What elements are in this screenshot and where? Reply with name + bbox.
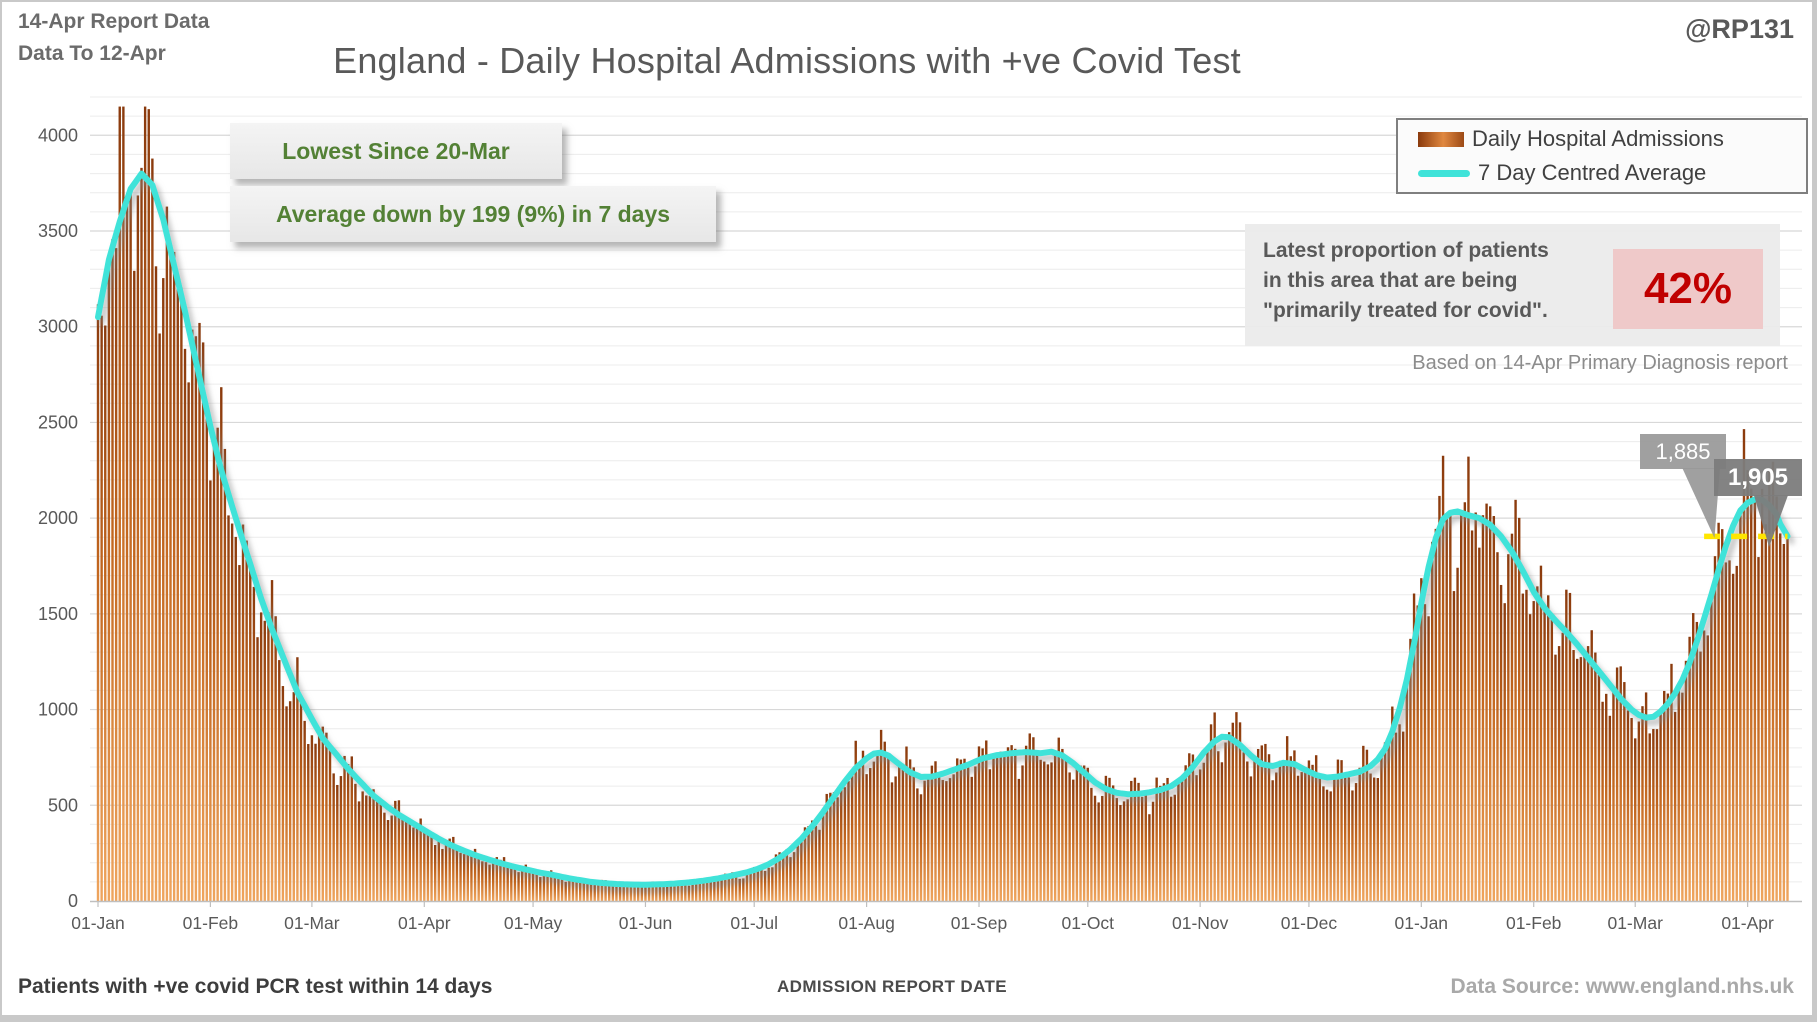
callout-1885: 1,885 — [1640, 434, 1726, 469]
data-source: Data Source: www.england.nhs.uk — [1450, 975, 1794, 998]
svg-text:01-Apr: 01-Apr — [398, 913, 451, 933]
y-axis-labels: 0 500 1000 1500 2000 2500 3000 3500 4000 — [38, 125, 78, 911]
line-series-swatch-icon — [1418, 169, 1470, 177]
svg-text:1500: 1500 — [38, 604, 78, 624]
svg-text:01-May: 01-May — [504, 913, 563, 933]
report-data-line1: 14-Apr Report Data — [18, 10, 210, 33]
average-change-annotation: Average down by 199 (9%) in 7 days — [230, 186, 716, 242]
svg-text:01-Jan: 01-Jan — [1395, 913, 1449, 933]
report-data-line2: Data To 12-Apr — [18, 42, 166, 65]
based-on-note: Based on 14-Apr Primary Diagnosis report — [1412, 352, 1788, 374]
chart-title: England - Daily Hospital Admissions with… — [333, 40, 1241, 81]
legend-row-admissions: Daily Hospital Admissions — [1418, 126, 1806, 152]
proportion-line3: "primarily treated for covid". — [1263, 299, 1548, 322]
x-axis-labels: 01-Jan 01-Feb 01-Mar 01-Apr 01-May 01-Jun 01-J… — [71, 913, 1774, 933]
svg-text:0: 0 — [68, 891, 78, 911]
x-axis-ticks — [97, 901, 1749, 907]
svg-text:500: 500 — [48, 795, 78, 815]
seven-day-average-line — [95, 170, 1791, 888]
proportion-line2: in this area that are being — [1263, 269, 1518, 292]
bar-series-swatch-icon — [1418, 131, 1464, 147]
svg-text:01-Mar: 01-Mar — [1607, 913, 1663, 933]
svg-text:01-Feb: 01-Feb — [1506, 913, 1561, 933]
svg-text:01-Jun: 01-Jun — [619, 913, 673, 933]
svg-text:01-Sep: 01-Sep — [951, 913, 1007, 933]
legend-row-average: 7 Day Centred Average — [1418, 160, 1806, 186]
svg-text:01-Mar: 01-Mar — [284, 913, 340, 933]
svg-text:2000: 2000 — [38, 508, 78, 528]
svg-text:4000: 4000 — [38, 125, 78, 145]
svg-text:01-Aug: 01-Aug — [838, 913, 894, 933]
proportion-line1: Latest proportion of patients — [1263, 239, 1549, 262]
proportion-value-badge: 42% — [1613, 249, 1763, 329]
footer-note: Patients with +ve covid PCR test within … — [18, 975, 493, 998]
svg-text:3000: 3000 — [38, 317, 78, 337]
svg-text:01-Oct: 01-Oct — [1062, 913, 1115, 933]
proportion-text: Latest proportion of patients in this ar… — [1263, 236, 1549, 326]
legend-label-average: 7 Day Centred Average — [1478, 160, 1707, 185]
x-axis-title: ADMISSION REPORT DATE — [776, 977, 1008, 996]
legend-label-admissions: Daily Hospital Admissions — [1472, 126, 1724, 151]
author-handle: @RP131 — [1685, 14, 1794, 44]
svg-text:01-Jan: 01-Jan — [71, 913, 125, 933]
svg-text:1000: 1000 — [38, 700, 78, 720]
svg-text:01-Apr: 01-Apr — [1721, 913, 1774, 933]
svg-text:01-Feb: 01-Feb — [183, 913, 238, 933]
svg-text:01-Nov: 01-Nov — [1172, 913, 1229, 933]
daily-admissions-bars — [96, 106, 1789, 902]
lowest-since-annotation: Lowest Since 20-Mar — [230, 123, 562, 179]
proportion-panel: Latest proportion of patients in this ar… — [1245, 224, 1780, 346]
legend: Daily Hospital Admissions 7 Day Centred … — [1396, 118, 1808, 194]
svg-text:3500: 3500 — [38, 221, 78, 241]
svg-text:01-Jul: 01-Jul — [730, 913, 778, 933]
svg-text:2500: 2500 — [38, 412, 78, 432]
callout-1905: 1,905 — [1714, 459, 1802, 496]
svg-text:01-Dec: 01-Dec — [1281, 913, 1338, 933]
